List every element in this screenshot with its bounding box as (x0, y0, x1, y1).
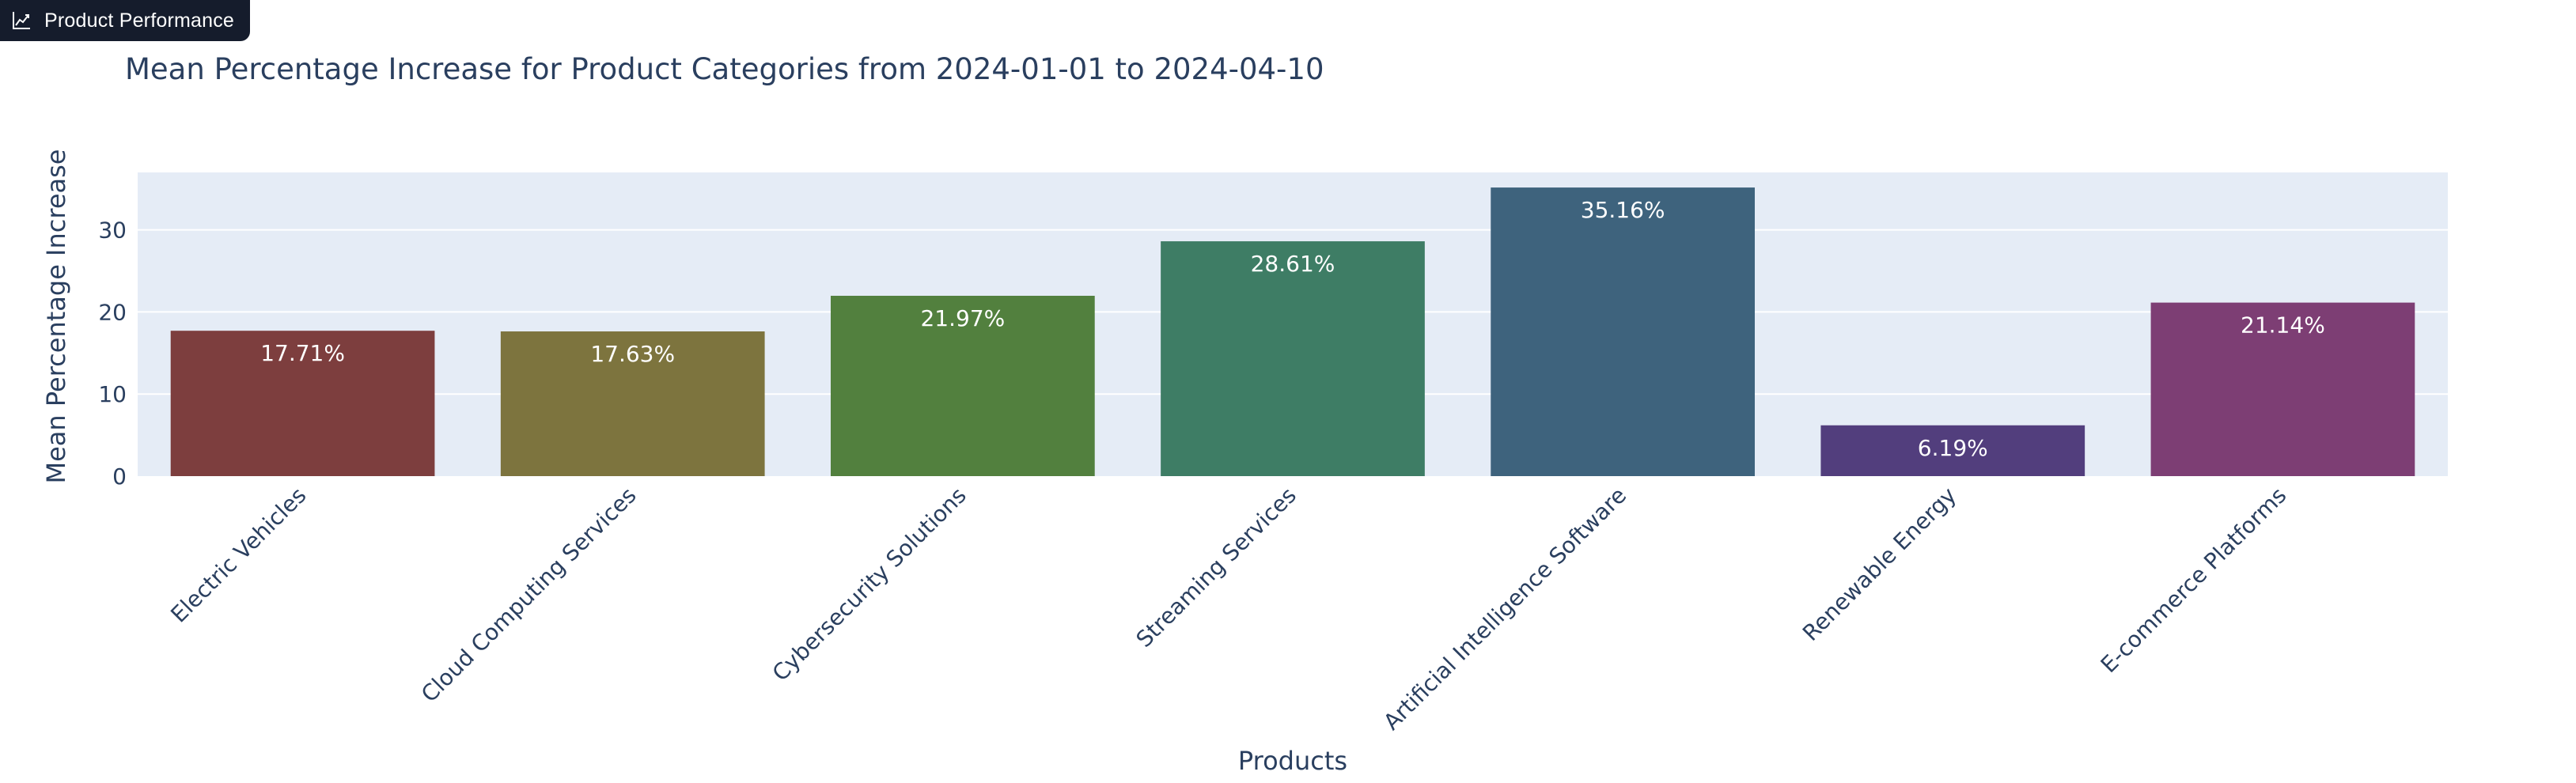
x-tick-label: Electric Vehicles (165, 482, 311, 628)
x-tick-label: E-commerce Platforms (2096, 482, 2292, 679)
x-tick-label: Artificial Intelligence Software (1378, 482, 1631, 736)
bar-value-label: 35.16% (1581, 197, 1665, 223)
x-axis-title: Products (1238, 746, 1347, 776)
bar-value-label: 21.97% (920, 305, 1005, 331)
y-tick-label: 20 (98, 299, 127, 325)
bar (1161, 241, 1425, 476)
bar (1820, 425, 2085, 476)
y-tick-label: 30 (98, 218, 127, 244)
y-axis-title: Mean Percentage Increase (41, 149, 71, 484)
x-axis-ticks: Electric Vehicles Cloud Computing Service… (165, 482, 2291, 736)
y-axis-ticks: 0 10 20 30 (98, 218, 127, 490)
bar-value-label: 17.63% (590, 341, 675, 367)
bar-value-label: 6.19% (1918, 435, 1988, 461)
bar-value-labels: 17.71% 17.63% 21.97% 28.61% 35.16% 6.19% 21.14… (260, 197, 2325, 461)
bar (1491, 187, 1755, 476)
x-tick-label: Cloud Computing Services (416, 482, 642, 708)
y-tick-label: 0 (112, 463, 127, 490)
bar (2150, 302, 2415, 476)
bar (170, 331, 435, 476)
app-tab[interactable]: Product Performance (0, 0, 251, 41)
bar (500, 331, 765, 476)
x-tick-label: Streaming Services (1131, 482, 1301, 652)
bar-value-label: 28.61% (1251, 251, 1335, 277)
bar-value-label: 17.71% (260, 340, 345, 366)
app-tab-label: Product Performance (44, 9, 235, 32)
bars (170, 187, 2415, 476)
bar-value-label: 21.14% (2241, 312, 2325, 339)
chart-title: Mean Percentage Increase for Product Cat… (125, 52, 1324, 86)
y-tick-label: 10 (98, 381, 127, 407)
line-chart-icon (11, 10, 32, 31)
x-tick-label: Renewable Energy (1798, 482, 1961, 646)
x-tick-label: Cybersecurity Solutions (767, 482, 972, 687)
bar (831, 295, 1095, 476)
